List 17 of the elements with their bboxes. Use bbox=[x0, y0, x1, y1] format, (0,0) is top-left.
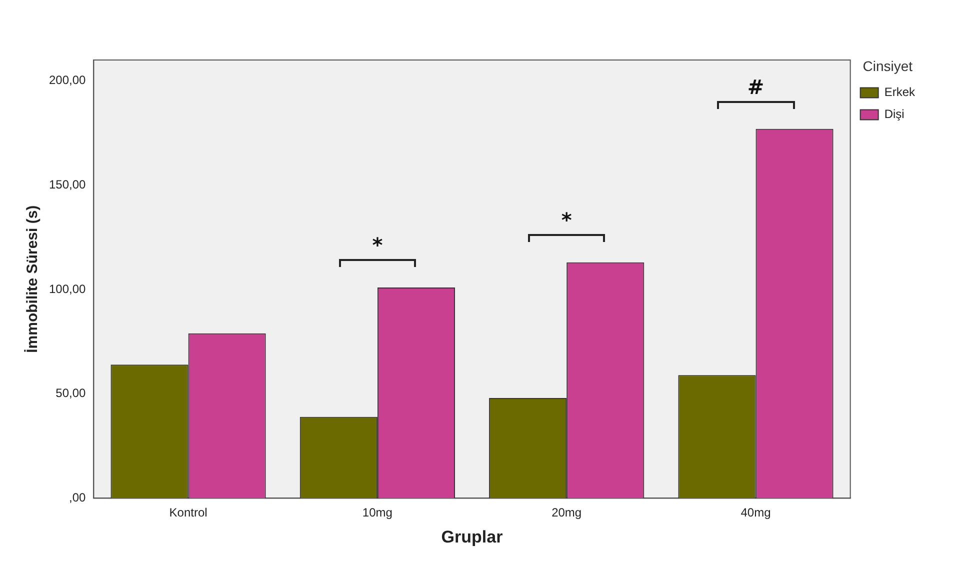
y-axis-title: İmmobilite Süresi (s) bbox=[24, 205, 42, 353]
y-tick-label: ,00 bbox=[69, 490, 86, 505]
y-tick-label: 50,00 bbox=[56, 386, 86, 400]
annotation: * bbox=[560, 208, 573, 232]
legend-title: Cinsiyet bbox=[862, 58, 913, 74]
x-tick-label: 40mg bbox=[740, 506, 771, 520]
y-tick-label: 100,00 bbox=[49, 282, 86, 296]
x-axis-title: Gruplar bbox=[441, 527, 504, 546]
y-tick-label: 150,00 bbox=[49, 178, 86, 192]
legend-label: Dişi bbox=[884, 107, 904, 122]
x-tick-label: Kontrol bbox=[169, 506, 208, 520]
legend-label: Erkek bbox=[884, 85, 916, 100]
x-tick-label: 10mg bbox=[362, 506, 392, 520]
annotation: # bbox=[746, 74, 766, 99]
x-tick-label: 20mg bbox=[552, 506, 582, 520]
annotation: * bbox=[371, 233, 384, 258]
y-tick-label: 200,00 bbox=[49, 73, 86, 88]
